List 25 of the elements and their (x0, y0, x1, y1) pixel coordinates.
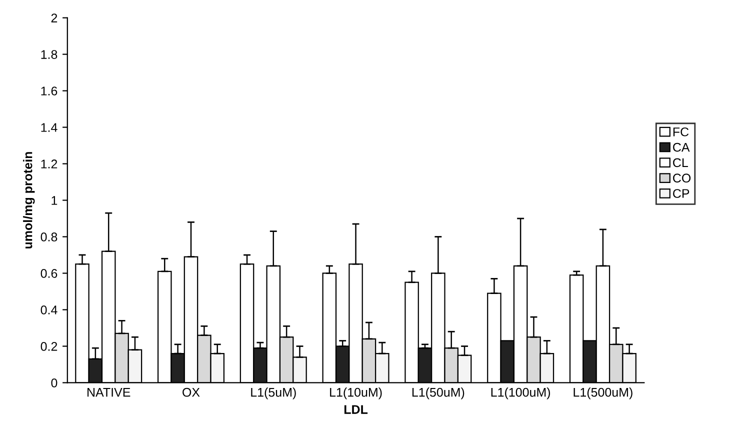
x-tick-label: NATIVE (88, 388, 130, 397)
y-tick-label: 0.8 (40, 232, 58, 242)
y-tick-label: 0.2 (40, 342, 58, 351)
x-tick-label: L1(50uM) (412, 388, 464, 400)
x-tick-label: L1(10uM) (330, 388, 382, 400)
legend-label: CP (673, 189, 690, 198)
y-tick-label: 0.4 (40, 306, 58, 314)
y-tick-label: 1.2 (41, 160, 58, 168)
x-tick-label: L1(100uM) (491, 388, 550, 400)
legend-label: FC (673, 127, 689, 136)
y-tick-label: 2 (51, 14, 58, 22)
legend-label: CA (673, 142, 690, 152)
y-tick-label: 1 (52, 196, 58, 205)
x-tick-label: OX (182, 388, 200, 397)
x-tick-label: L1(500uM) (574, 388, 632, 400)
legend-label: CO (673, 174, 691, 183)
y-tick-label: 1.6 (41, 86, 58, 96)
x-tick-label: L1(5uM) (251, 388, 296, 400)
legend-label: CL (673, 158, 688, 168)
y-tick-label: 1.4 (41, 123, 58, 132)
y-tick-label: 1.8 (41, 50, 58, 59)
x-axis-title: LDL (344, 405, 368, 414)
y-axis-title: umol/mg protein (23, 152, 35, 248)
y-tick-label: 0.6 (40, 269, 58, 278)
y-tick-label: 0 (51, 378, 58, 388)
